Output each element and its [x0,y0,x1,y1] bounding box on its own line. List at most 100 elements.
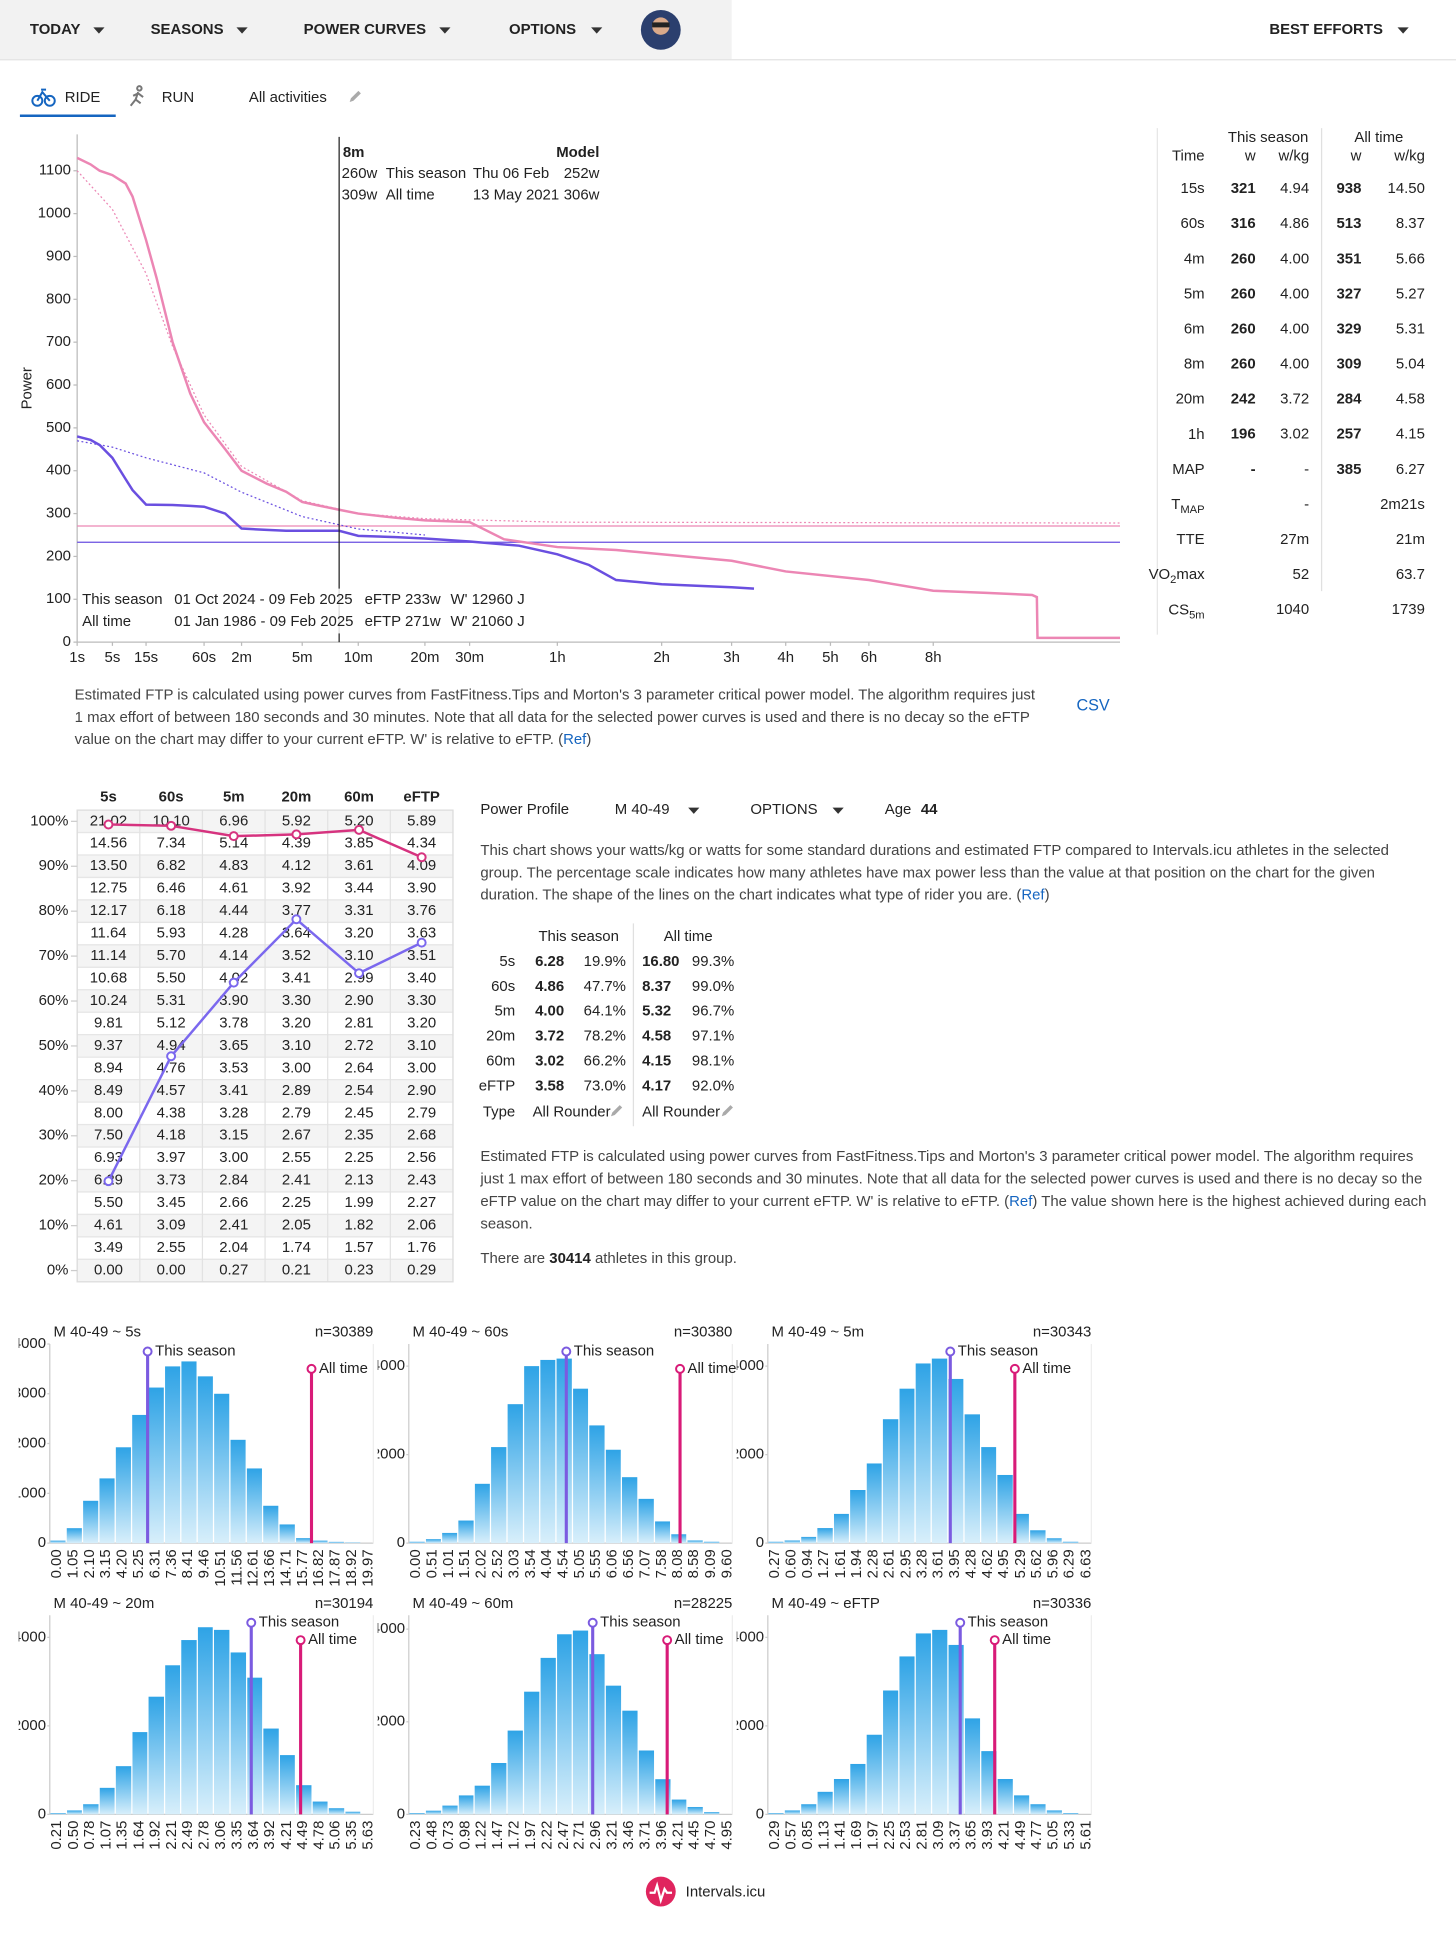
cell: 2.67 [282,1127,311,1144]
x-tick-label: 3.21 [604,1821,621,1850]
x-tick-label: 3.06 [212,1821,229,1850]
marker-label: This season [259,1614,339,1631]
percentile-point [354,824,364,835]
ref-link[interactable]: Ref [1021,886,1045,904]
cell: 3.02 [1280,426,1309,443]
x-tick-label: 5.96 [1045,1549,1062,1578]
cell: 4.34 [407,835,436,852]
label-text: MAP [1172,461,1204,478]
histogram-bar [833,1778,850,1815]
x-tick-label: 9.09 [702,1549,719,1578]
tab[interactable]: RIDE [65,89,101,106]
x-tick-label: 4.21 [995,1821,1012,1850]
csv-link[interactable]: CSV [1076,695,1110,715]
cell: 8.49 [94,1082,123,1099]
nav-item[interactable]: SEASONS [151,21,224,38]
y-tick-label: 0 [63,633,71,650]
legend-eftp: eFTP 233w [365,591,441,608]
histogram-bar [132,1732,148,1815]
percentile-point [228,831,239,842]
cell: 4.09 [407,857,436,874]
x-tick-label: 1h [549,649,566,666]
nav-item[interactable]: POWER CURVES [304,21,426,38]
percentile-point [103,1176,114,1187]
column-header: 60m [344,789,374,806]
x-tick-label: 7.07 [636,1549,653,1578]
nav-item[interactable]: OPTIONS [509,21,576,38]
cell: 4.44 [219,902,248,919]
x-tick-label: 17.87 [327,1549,344,1586]
tab[interactable]: RUN [162,89,194,106]
cell: 8.00 [94,1104,123,1121]
x-tick-label: 4.62 [979,1549,996,1578]
cell: 12.75 [90,880,127,897]
x-tick-label: 2h [653,649,670,666]
x-tick-label: 3.15 [97,1549,114,1578]
marker-dot [989,1635,1000,1646]
options-menu[interactable]: OPTIONS [750,801,817,818]
cell: 4.58 [642,1028,671,1045]
x-tick-label: 4.49 [294,1821,311,1850]
cell: 3.20 [344,925,373,942]
histogram-bar [1063,1813,1079,1815]
x-tick-label: 0.27 [766,1549,783,1578]
cell: 3.90 [219,992,248,1009]
x-tick-label: 4.95 [718,1821,735,1850]
histogram-n: n=30194 [315,1595,374,1612]
y-tick-label: 2000 [731,1446,764,1463]
cursor-label: 8m [343,144,365,161]
cell: 99.0% [692,978,734,995]
marker-label: All time [1002,1631,1051,1648]
histogram-bar [557,1634,572,1815]
profile-description: This chart shows your watts/kg or watts … [480,839,1428,906]
cell: 2.41 [282,1172,311,1189]
cell: 19.9% [584,953,626,970]
column-subheader: w [1244,148,1256,165]
histogram-bar [556,1358,572,1544]
nav-item[interactable]: BEST EFFORTS [1269,21,1383,38]
y-tick-label: 4000 [13,1335,46,1352]
y-tick-label: 60% [39,992,69,1009]
cell: 4.38 [157,1104,186,1121]
cell: 5.32 [642,1003,671,1020]
cell: 4.00 [1280,356,1309,373]
nav-item[interactable]: TODAY [30,21,81,38]
legend-name: All time [82,613,131,630]
marker-label: This season [600,1614,680,1631]
column-header: 20m [281,789,311,806]
histogram-bar [425,1810,442,1815]
ref-link[interactable]: Ref [563,730,587,748]
histogram-bar [605,1685,622,1815]
x-tick-label: 12.61 [245,1549,262,1586]
edit-icon [611,1105,623,1117]
marker-dot [142,1346,153,1357]
histogram-bar [213,1629,230,1815]
histogram-bar [931,1358,948,1544]
marker-label: All time [675,1631,724,1648]
cell: 3.76 [407,902,436,919]
x-tick-label: 3.96 [653,1821,670,1850]
histogram-bar [230,1439,246,1544]
row-label: 15s [1181,180,1205,197]
cell: 2.55 [157,1239,186,1256]
cell: 2.06 [407,1217,436,1234]
x-tick-label: 16.82 [310,1549,327,1586]
histogram-bar [573,1388,589,1544]
cell: 2.89 [282,1082,311,1099]
cell: 4.12 [282,857,311,874]
cell: 3.41 [219,1082,248,1099]
x-tick-label: 0.57 [783,1821,800,1850]
histogram-bar [328,1541,344,1544]
histogram-bar [246,1468,262,1544]
x-tick-label: 2.49 [179,1821,196,1850]
histogram-bar [850,1763,866,1815]
activity-filter[interactable]: All activities [249,89,327,106]
percentile-point [166,820,177,831]
section-title: Power Profile [480,801,569,818]
histogram-bar [197,1627,213,1815]
ref-link[interactable]: Ref [1009,1192,1033,1210]
caret [832,807,844,814]
group-select[interactable]: M 40-49 [615,801,670,818]
x-tick-label: 1.94 [848,1549,865,1578]
cell: 6.46 [157,880,186,897]
